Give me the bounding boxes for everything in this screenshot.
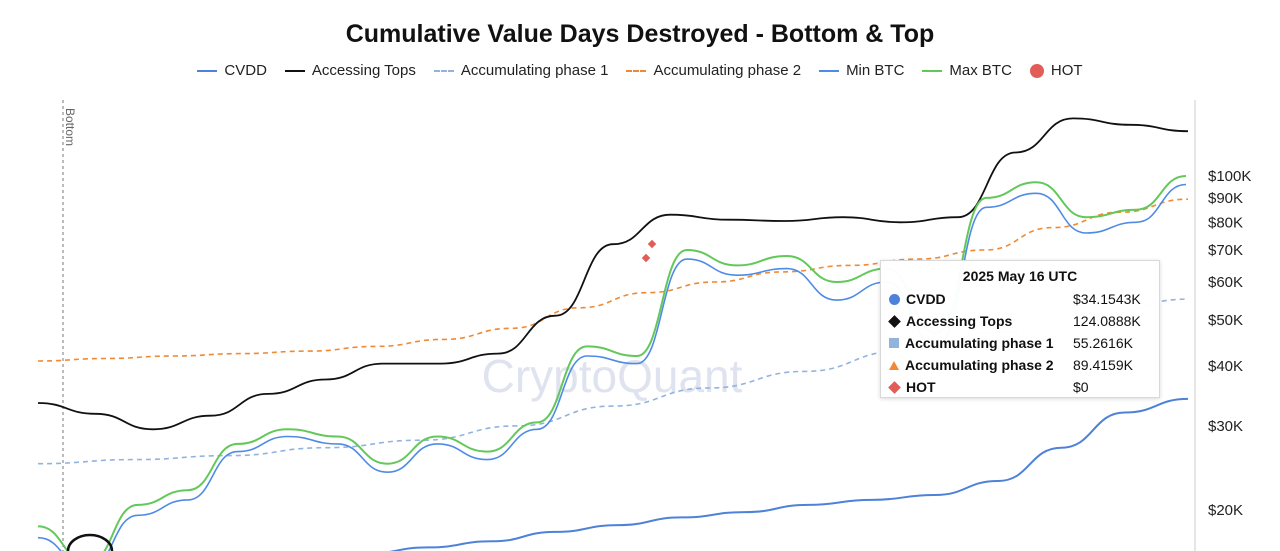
y-tick-label: $90K: [1208, 190, 1243, 207]
tooltip-label: Accumulating phase 1: [905, 335, 1054, 351]
legend-item-accessing-tops[interactable]: Accessing Tops: [284, 62, 416, 79]
legend-item-max-btc[interactable]: Max BTC: [922, 62, 1012, 79]
legend-label-max-btc: Max BTC: [949, 62, 1012, 79]
tooltip-label: Accumulating phase 2: [905, 357, 1054, 373]
tooltip-label: Accessing Tops: [906, 313, 1013, 329]
y-tick-label: $80K: [1208, 214, 1243, 231]
y-tick-label: $100K: [1208, 168, 1251, 185]
y-tick-label: $40K: [1208, 358, 1243, 375]
tooltip-row-accumulating-phase-2: Accumulating phase 2 89.4159K: [881, 354, 1159, 376]
legend-swatch-min-btc: [819, 69, 840, 72]
circle-marker-icon: [889, 293, 900, 305]
diamond-marker-icon: [888, 380, 901, 394]
legend-swatch-max-btc: [922, 69, 943, 72]
legend-label-hot: HOT: [1050, 62, 1083, 79]
legend-item-cvdd[interactable]: CVDD: [197, 62, 267, 79]
series-line-accessing-tops: [37, 117, 1189, 431]
y-tick-label: $60K: [1208, 274, 1243, 291]
tooltip-value: 89.4159K: [1073, 357, 1133, 373]
tooltip-value: $34.1543K: [1073, 291, 1141, 307]
legend-item-accumulating-phase-2[interactable]: Accumulating phase 2: [626, 62, 801, 79]
tooltip-label: HOT: [906, 379, 936, 395]
y-tick-label: $30K: [1208, 418, 1243, 435]
legend-item-min-btc[interactable]: Min BTC: [819, 62, 904, 79]
series-line-max-btc: [37, 175, 1187, 551]
legend-dot-hot: [1029, 63, 1044, 78]
legend-label-accumulating-phase-1: Accumulating phase 1: [460, 62, 609, 79]
tooltip-row-cvdd: CVDD $34.1543K: [881, 288, 1159, 310]
hot-markers: [641, 239, 657, 263]
bottom-annotation: Bottom: [63, 108, 77, 146]
y-tick-label: $50K: [1208, 312, 1243, 329]
series-line-min-btc: [37, 183, 1187, 551]
y-axis-ticks: $100K $90K $80K $70K $60K $50K $40K $30K $20K: [1208, 168, 1251, 519]
legend-item-accumulating-phase-1[interactable]: Accumulating phase 1: [433, 62, 609, 79]
tooltip-date: 2025 May 16 UTC: [962, 268, 1078, 284]
series-line-accumulating-phase-2: [37, 198, 1189, 362]
legend-swatch-accumulating-phase-2: [626, 69, 647, 72]
legend-swatch-accumulating-phase-1: [433, 69, 454, 72]
y-tick-label: $70K: [1208, 242, 1243, 259]
tooltip-row-accessing-tops: Accessing Tops 124.0888K: [881, 310, 1159, 332]
legend-label-cvdd: CVDD: [224, 62, 267, 79]
square-marker-icon: [889, 338, 899, 348]
y-tick-label: $20K: [1208, 502, 1243, 519]
series-line-cvdd: [388, 397, 1189, 551]
watermark: CryptoQuant: [482, 350, 743, 402]
legend-label-accessing-tops: Accessing Tops: [311, 62, 416, 79]
tooltip-value: $0: [1073, 379, 1089, 395]
tooltip-label: CVDD: [906, 291, 946, 307]
legend-swatch-accessing-tops: [284, 69, 305, 72]
hot-marker: [647, 239, 657, 249]
legend: CVDD Accessing Tops Accumulating phase 1…: [0, 62, 1280, 79]
diamond-marker-icon: [888, 314, 901, 328]
tooltip-value: 55.2616K: [1073, 335, 1133, 351]
tooltip: 2025 May 16 UTC CVDD $34.1543K Accessing…: [880, 260, 1160, 398]
legend-swatch-cvdd: [197, 69, 218, 72]
tooltip-value: 124.0888K: [1073, 313, 1141, 329]
tooltip-row-hot: HOT $0: [881, 376, 1159, 398]
legend-label-accumulating-phase-2: Accumulating phase 2: [653, 62, 802, 79]
legend-item-hot[interactable]: HOT: [1029, 62, 1083, 79]
legend-label-min-btc: Min BTC: [846, 62, 905, 79]
tooltip-row-accumulating-phase-1: Accumulating phase 1 55.2616K: [881, 332, 1159, 354]
hot-marker: [641, 253, 651, 263]
triangle-marker-icon: [889, 360, 899, 370]
bottom-circle-marker: [66, 533, 114, 551]
chart-title: Cumulative Value Days Destroyed - Bottom…: [345, 20, 935, 48]
